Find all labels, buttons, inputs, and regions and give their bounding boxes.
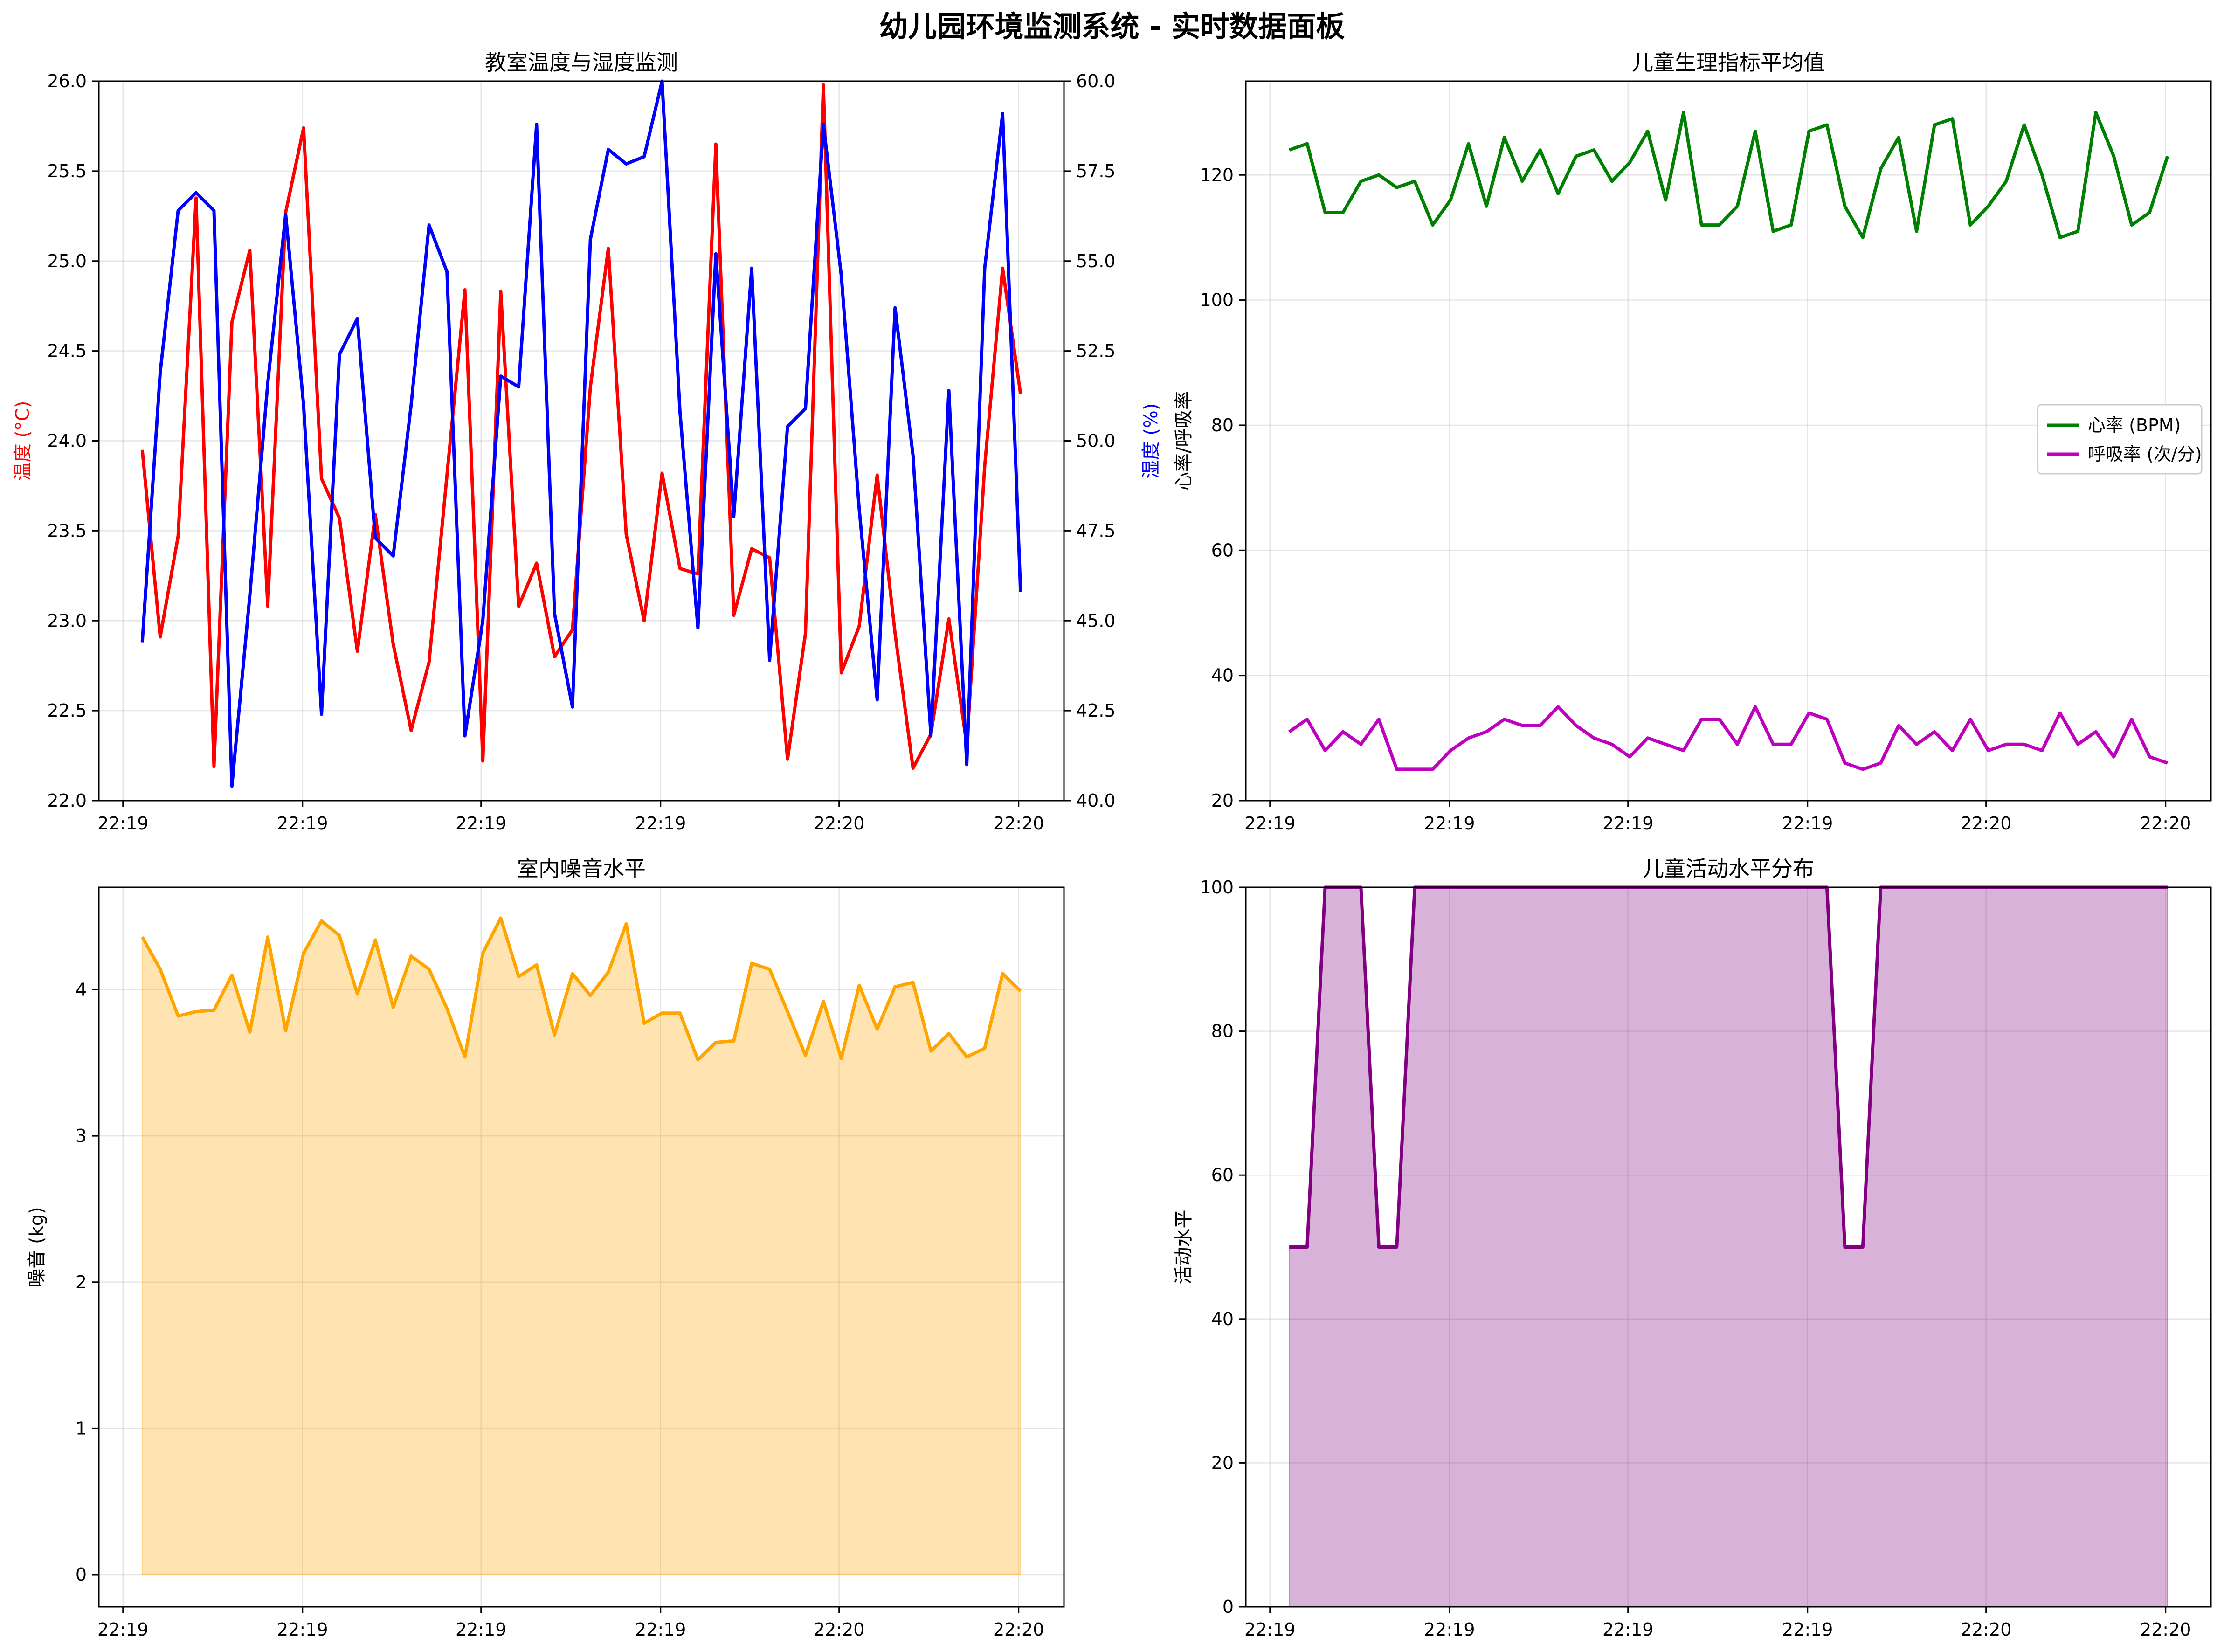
x-tick-label: 22:20	[1961, 813, 2012, 834]
plot-frame	[1245, 80, 2212, 802]
panel-title: 教室温度与湿度监测	[485, 50, 678, 75]
x-tick-label: 22:19	[635, 1619, 686, 1640]
x-tick-label: 22:20	[1961, 1619, 2012, 1640]
series-1-line	[140, 79, 1022, 788]
x-tick-label: 22:19	[1424, 1619, 1475, 1640]
x-tick-label: 22:20	[993, 1619, 1044, 1640]
x-tick-label: 22:19	[97, 813, 149, 834]
x-tick-label: 22:20	[814, 1619, 865, 1640]
y-right-tick-label: 40.0	[1076, 790, 1116, 811]
y-right-tick-label: 42.5	[1076, 700, 1116, 721]
y-right-axis-title: 湿度 (%)	[1140, 403, 1162, 479]
y-tick-label: 20	[1211, 790, 1234, 811]
x-tick-label: 22:19	[456, 813, 507, 834]
x-tick-label: 22:20	[2140, 813, 2191, 834]
y-tick-label: 2	[76, 1272, 87, 1293]
y-tick-label: 120	[1200, 165, 1234, 185]
series-0-area	[1289, 887, 2168, 1607]
y-tick-label: 0	[1223, 1597, 1234, 1617]
legend: 心率 (BPM) 呼吸率 (次/分)	[2037, 404, 2203, 475]
x-tick-label: 22:19	[97, 1619, 149, 1640]
y-right-tick-label: 55.0	[1076, 251, 1116, 271]
y-tick-label: 0	[76, 1564, 87, 1585]
grid-lines	[99, 887, 1064, 1607]
panel-title: 儿童生理指标平均值	[1632, 50, 1825, 75]
y-axis-title: 噪音 (kg)	[26, 1207, 48, 1287]
y-right-tick-label: 60.0	[1076, 71, 1116, 91]
x-tick-label: 22:19	[1424, 813, 1475, 834]
y-tick-label: 40	[1211, 665, 1234, 686]
chart-panel-2: 22:19 22:19 22:19 22:19 22:20 22:20 20 40 60 80 10…	[1173, 50, 2212, 834]
y-tick-label: 3	[76, 1126, 87, 1146]
series-0-line	[141, 916, 1022, 1062]
y-tick-label: 25.0	[47, 251, 87, 271]
x-tick-label: 22:19	[456, 1619, 507, 1640]
x-tick-label: 22:19	[1602, 1619, 1654, 1640]
y-axis-title: 活动水平	[1173, 1210, 1195, 1285]
x-tick-label: 22:19	[635, 813, 686, 834]
x-tick-label: 22:19	[1602, 813, 1654, 834]
chart-panel-1: 22:19 22:19 22:19 22:19 22:20 22:20 22.0 22.5 23…	[12, 50, 1162, 834]
x-tick-label: 22:20	[2140, 1619, 2191, 1640]
chart-panel-4: 22:19 22:19 22:19 22:19 22:20 22:20 0 20 40 60 80 1…	[1173, 856, 2212, 1640]
x-tick-label: 22:20	[993, 813, 1044, 834]
y-tick-label: 22.0	[47, 790, 87, 811]
legend-label: 心率 (BPM)	[2088, 415, 2181, 435]
y-axis-title: 温度 (°C)	[12, 401, 34, 481]
x-tick-label: 22:19	[1782, 813, 1833, 834]
series-1-line	[1288, 705, 2169, 771]
plot-frame	[98, 886, 1065, 1608]
series-0-area	[142, 917, 1021, 1575]
plot-frame	[1245, 886, 2212, 1608]
y-right-tick-label: 57.5	[1076, 161, 1116, 181]
y-tick-label: 20	[1211, 1452, 1234, 1473]
x-tick-label: 22:19	[277, 1619, 328, 1640]
x-tick-label: 22:19	[277, 813, 328, 834]
y-tick-label: 24.0	[47, 431, 87, 451]
panel-title: 室内噪音水平	[517, 856, 646, 881]
y-right-tick-label: 52.5	[1076, 341, 1116, 361]
series-0-line	[1288, 111, 2169, 239]
y-right-tick-label: 47.5	[1076, 520, 1116, 541]
x-tick-label: 22:20	[814, 813, 865, 834]
y-axis-title: 心率/呼吸率	[1173, 391, 1195, 491]
y-tick-label: 26.0	[47, 71, 87, 91]
chart-panel-3: 22:19 22:19 22:19 22:19 22:20 22:20 0 1 2 3 4 室内噪音水…	[26, 856, 1065, 1640]
figure-suptitle: 幼儿园环境监测系统 - 实时数据面板	[879, 9, 1345, 43]
y-tick-label: 22.5	[47, 700, 87, 721]
y-tick-label: 80	[1211, 415, 1234, 435]
y-tick-label: 60	[1211, 1165, 1234, 1185]
y-tick-label: 60	[1211, 540, 1234, 560]
x-tick-label: 22:19	[1782, 1619, 1833, 1640]
legend-box	[2037, 404, 2203, 475]
x-tick-label: 22:19	[1244, 813, 1296, 834]
chart-panels: 22:19 22:19 22:19 22:19 22:20 22:2022.022.523…	[12, 50, 2212, 1640]
y-tick-label: 23.0	[47, 610, 87, 631]
panel-title: 儿童活动水平分布	[1643, 856, 1814, 881]
y-tick-label: 24.5	[47, 341, 87, 361]
x-tick-label: 22:19	[1244, 1619, 1296, 1640]
y-tick-label: 80	[1211, 1021, 1234, 1042]
y-right-tick-label: 45.0	[1076, 610, 1116, 631]
y-tick-label: 23.5	[47, 520, 87, 541]
y-tick-label: 1	[76, 1418, 87, 1438]
y-tick-label: 100	[1200, 290, 1234, 311]
y-tick-label: 4	[76, 980, 87, 1000]
y-tick-label: 40	[1211, 1309, 1234, 1329]
y-right-tick-label: 50.0	[1076, 431, 1116, 451]
y-tick-label: 100	[1200, 877, 1234, 898]
y-tick-label: 25.5	[47, 161, 87, 181]
legend-label: 呼吸率 (次/分)	[2088, 444, 2202, 464]
